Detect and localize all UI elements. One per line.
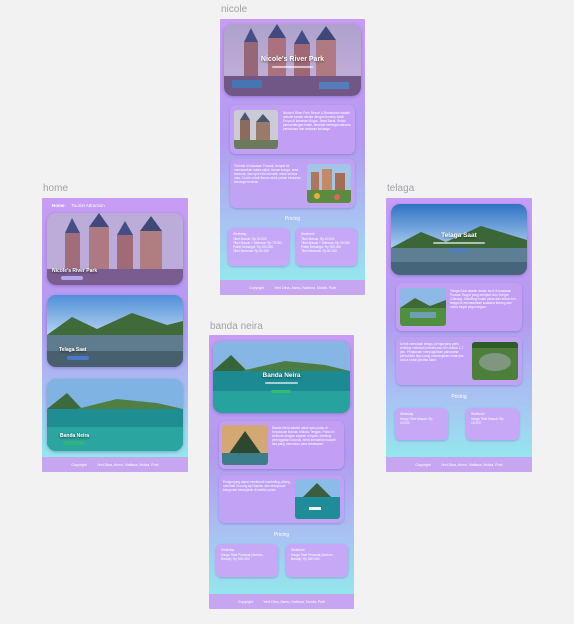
home-footer: Copyright Yeni Dina, Asmo, Nafiana, Muld… bbox=[42, 457, 188, 472]
banda-weekday-item: Harga Tiket Pesawat (Ambon - Banda): Rp … bbox=[221, 553, 265, 561]
footer-copyright: Copyright bbox=[71, 462, 87, 467]
nicole-weekday-item: Paket Keluarga: Rp 200.000 bbox=[233, 245, 274, 249]
banda-sea-image bbox=[213, 341, 350, 413]
telaga-hero-button[interactable] bbox=[450, 249, 468, 252]
nicole-weekend-item: Tiket Berkuda: Rp 60.000 bbox=[301, 249, 338, 253]
banda-desc-2-text: Pengunjung dapat menikmati snorkeling, d… bbox=[223, 480, 291, 492]
telaga-photo-2 bbox=[472, 342, 518, 380]
telaga-hero-subtitle bbox=[433, 242, 485, 244]
telaga-weekday-label: Weekday bbox=[400, 412, 414, 416]
telaga-desc-1-text: Telaga Saat adalah danau kecil di kawasa… bbox=[450, 289, 517, 309]
home-card-telaga[interactable]: Telaga Saat bbox=[47, 295, 183, 367]
footer-names: Yeni Dina, Asmo, Nafiana, Mulda, Putri bbox=[440, 462, 503, 467]
nicole-weekend-label: Weekend bbox=[301, 232, 315, 236]
nav-home-link[interactable]: Home bbox=[52, 203, 65, 208]
nav-attraction-link[interactable]: Tourist Attraction bbox=[71, 203, 105, 208]
telaga-price-weekend: Weekend Harga Tiket Masuk: Rp 15.000 bbox=[466, 408, 519, 440]
home-card-banda[interactable]: Banda Neira bbox=[47, 379, 183, 451]
telaga-desc-2: Untuk mencapai telaga, pengunjung perlu … bbox=[396, 337, 522, 385]
nicole-desc-1-text: Nicole's River Park Resort & Restaurant … bbox=[283, 111, 351, 131]
telaga-hero: Telaga Saat bbox=[391, 204, 527, 275]
nicole-desc-2-text: Terletak di kawasan Puncak, tempat ini m… bbox=[234, 164, 301, 184]
home-card-nicole[interactable]: Nicole's River Park bbox=[47, 213, 183, 285]
nicole-weekday-item: Tiket Berkuda: Rp 50.000 bbox=[233, 249, 270, 253]
footer-names: Yeni Dina, Asmo, Nafiana, Mulda, Putri bbox=[274, 285, 337, 290]
home-telaga-image bbox=[47, 295, 183, 367]
footer-names: Yeni Dina, Asmo, Nafiana, Mulda, Putri bbox=[263, 599, 326, 604]
frame-nicole[interactable]: Nicole's River Park Nicole's River Park … bbox=[220, 19, 365, 295]
telaga-desc-1: Telaga Saat adalah danau kecil di kawasa… bbox=[396, 283, 522, 331]
banda-pricing-title: Pricing bbox=[273, 532, 290, 538]
nicole-hero-title: Nicole's River Park bbox=[260, 56, 325, 63]
frame-label-banda: banda neira bbox=[210, 321, 263, 332]
nicole-weekday-item: Tiket Masuk: Rp 30.000 bbox=[233, 237, 267, 241]
home-card-button[interactable] bbox=[63, 441, 85, 445]
telaga-price-weekday: Weekday Harga Tiket Masuk: Rp 10.000 bbox=[395, 408, 448, 440]
home-card-button[interactable] bbox=[67, 356, 89, 360]
nicole-weekend-item: Tiket Masuk: Rp 40.000 bbox=[301, 237, 335, 241]
telaga-desc-2-text: Untuk mencapai telaga, pengunjung perlu … bbox=[400, 342, 464, 362]
nicole-pricing-title: Pricing bbox=[284, 216, 301, 222]
nicole-castle-image bbox=[224, 24, 361, 96]
telaga-weekend-label: Weekend bbox=[471, 412, 485, 416]
telaga-weekday-item: Harga Tiket Masuk: Rp 10.000 bbox=[400, 417, 433, 425]
telaga-lake-image bbox=[391, 204, 527, 275]
nicole-desc-2: Terletak di kawasan Puncak, tempat ini m… bbox=[230, 159, 355, 208]
home-nicole-image bbox=[47, 213, 183, 285]
banda-photo-2 bbox=[295, 479, 340, 519]
home-card-title: Nicole's River Park bbox=[52, 268, 98, 274]
banda-hero: Banda Neira bbox=[213, 341, 350, 413]
frame-home[interactable]: Home Tourist Attraction Nicole's River P… bbox=[42, 198, 188, 472]
nicole-hero: Nicole's River Park bbox=[224, 24, 361, 96]
banda-desc-1-text: Banda Neira adalah salah satu pulau di K… bbox=[272, 426, 336, 446]
footer-copyright: Copyright bbox=[248, 285, 265, 290]
banda-weekend-label: Weekend bbox=[291, 548, 305, 552]
telaga-footer: Copyright Yeni Dina, Asmo, Nafiana, Muld… bbox=[386, 457, 532, 472]
banda-price-weekday: Weekday Harga Tiket Pesawat (Ambon - Ban… bbox=[216, 544, 278, 577]
banda-desc-2: Pengunjung dapat menikmati snorkeling, d… bbox=[219, 475, 344, 523]
telaga-pricing-title: Pricing bbox=[451, 394, 467, 400]
banda-footer: Copyright Yeni Dina, Asmo, Nafiana, Muld… bbox=[209, 594, 354, 609]
telaga-photo-1 bbox=[400, 288, 446, 326]
banda-hero-title: Banda Neira bbox=[262, 372, 301, 379]
nicole-photo-1 bbox=[234, 110, 278, 149]
nicole-weekend-item: Paket Keluarga: Rp 250.000 bbox=[301, 245, 342, 249]
banda-hero-subtitle bbox=[265, 382, 298, 384]
frame-label-home: home bbox=[43, 183, 69, 194]
frame-telaga[interactable]: Telaga Saat Telaga Saat adalah danau kec… bbox=[386, 198, 532, 472]
banda-photo-1 bbox=[222, 425, 268, 465]
footer-copyright: Copyright bbox=[415, 462, 431, 467]
nicole-hero-subtitle bbox=[272, 66, 313, 68]
frame-banda[interactable]: Banda Neira Banda Neira adalah salah sat… bbox=[209, 335, 354, 609]
banda-weekday-label: Weekday bbox=[221, 548, 235, 552]
frame-label-nicole: nicole bbox=[221, 4, 248, 15]
banda-desc-1: Banda Neira adalah salah satu pulau di K… bbox=[219, 421, 344, 469]
banda-hero-button[interactable] bbox=[271, 390, 291, 393]
home-card-title: Telaga Saat bbox=[59, 347, 87, 353]
frame-label-telaga: telaga bbox=[387, 183, 415, 194]
home-nav: Home Tourist Attraction bbox=[52, 203, 105, 208]
nicole-price-weekend: Weekend Tiket Masuk: Rp 40.000 Tiket Mas… bbox=[296, 228, 357, 266]
footer-names: Yeni Dina, Asmo, Nafiana, Mulda, Putri bbox=[96, 462, 159, 467]
home-card-button[interactable] bbox=[61, 276, 83, 280]
telaga-hero-title: Telaga Saat bbox=[441, 232, 477, 239]
nicole-price-weekday: Weekday Tiket Masuk: Rp 30.000 Tiket Mas… bbox=[228, 228, 289, 266]
banda-weekend-item: Harga Tiket Pesawat (Ambon - Banda): Rp … bbox=[291, 553, 335, 561]
banda-price-weekend: Weekend Harga Tiket Pesawat (Ambon - Ban… bbox=[286, 544, 348, 577]
nicole-footer: Copyright Yeni Dina, Asmo, Nafiana, Muld… bbox=[220, 280, 365, 295]
nicole-photo-2 bbox=[307, 164, 351, 203]
telaga-weekend-item: Harga Tiket Masuk: Rp 15.000 bbox=[471, 417, 504, 425]
home-card-title: Banda Neira bbox=[60, 433, 90, 439]
nicole-weekday-label: Weekday bbox=[233, 232, 247, 236]
nicole-weekday-item: Tiket Masuk + Wahana: Rp 75.000 bbox=[233, 241, 282, 245]
nicole-desc-1: Nicole's River Park Resort & Restaurant … bbox=[230, 105, 355, 154]
nicole-weekend-item: Tiket Masuk + Wahana: Rp 90.000 bbox=[301, 241, 350, 245]
footer-copyright: Copyright bbox=[237, 599, 254, 604]
